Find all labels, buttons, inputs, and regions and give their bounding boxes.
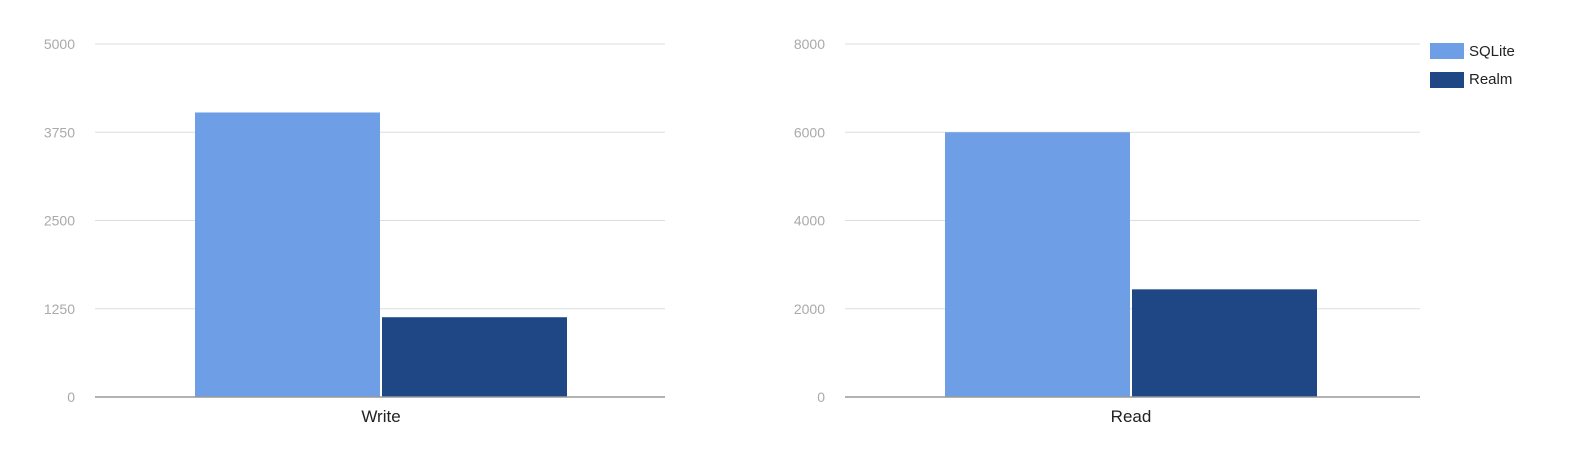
read-chart-panel: 0 2000 4000 6000 8000 Read: [794, 36, 1420, 426]
bar-sqlite-read: [945, 132, 1130, 397]
y-tick-label: 8000: [794, 36, 825, 52]
y-tick-label: 0: [67, 389, 75, 405]
bar-realm-write: [382, 317, 567, 397]
y-tick-label: 6000: [794, 124, 825, 140]
legend-label-realm: Realm: [1469, 71, 1512, 88]
y-tick-label: 3750: [44, 124, 75, 140]
legend-swatch-realm: [1430, 72, 1464, 88]
legend-swatch-sqlite: [1430, 43, 1464, 59]
legend-label-sqlite: SQLite: [1469, 43, 1515, 60]
category-label: Read: [1111, 407, 1152, 426]
y-tick-label: 2500: [44, 213, 75, 229]
write-chart-panel: 0 1250 2500 3750 5000 Write: [44, 36, 665, 426]
y-tick-label: 5000: [44, 36, 75, 52]
bar-realm-read: [1132, 289, 1317, 397]
bar-sqlite-write: [195, 112, 380, 398]
y-tick-label: 2000: [794, 301, 825, 317]
y-tick-label: 0: [817, 389, 825, 405]
category-label: Write: [361, 407, 400, 426]
y-tick-label: 1250: [44, 301, 75, 317]
chart-legend: SQLite Realm: [1430, 43, 1515, 88]
y-tick-label: 4000: [794, 213, 825, 229]
